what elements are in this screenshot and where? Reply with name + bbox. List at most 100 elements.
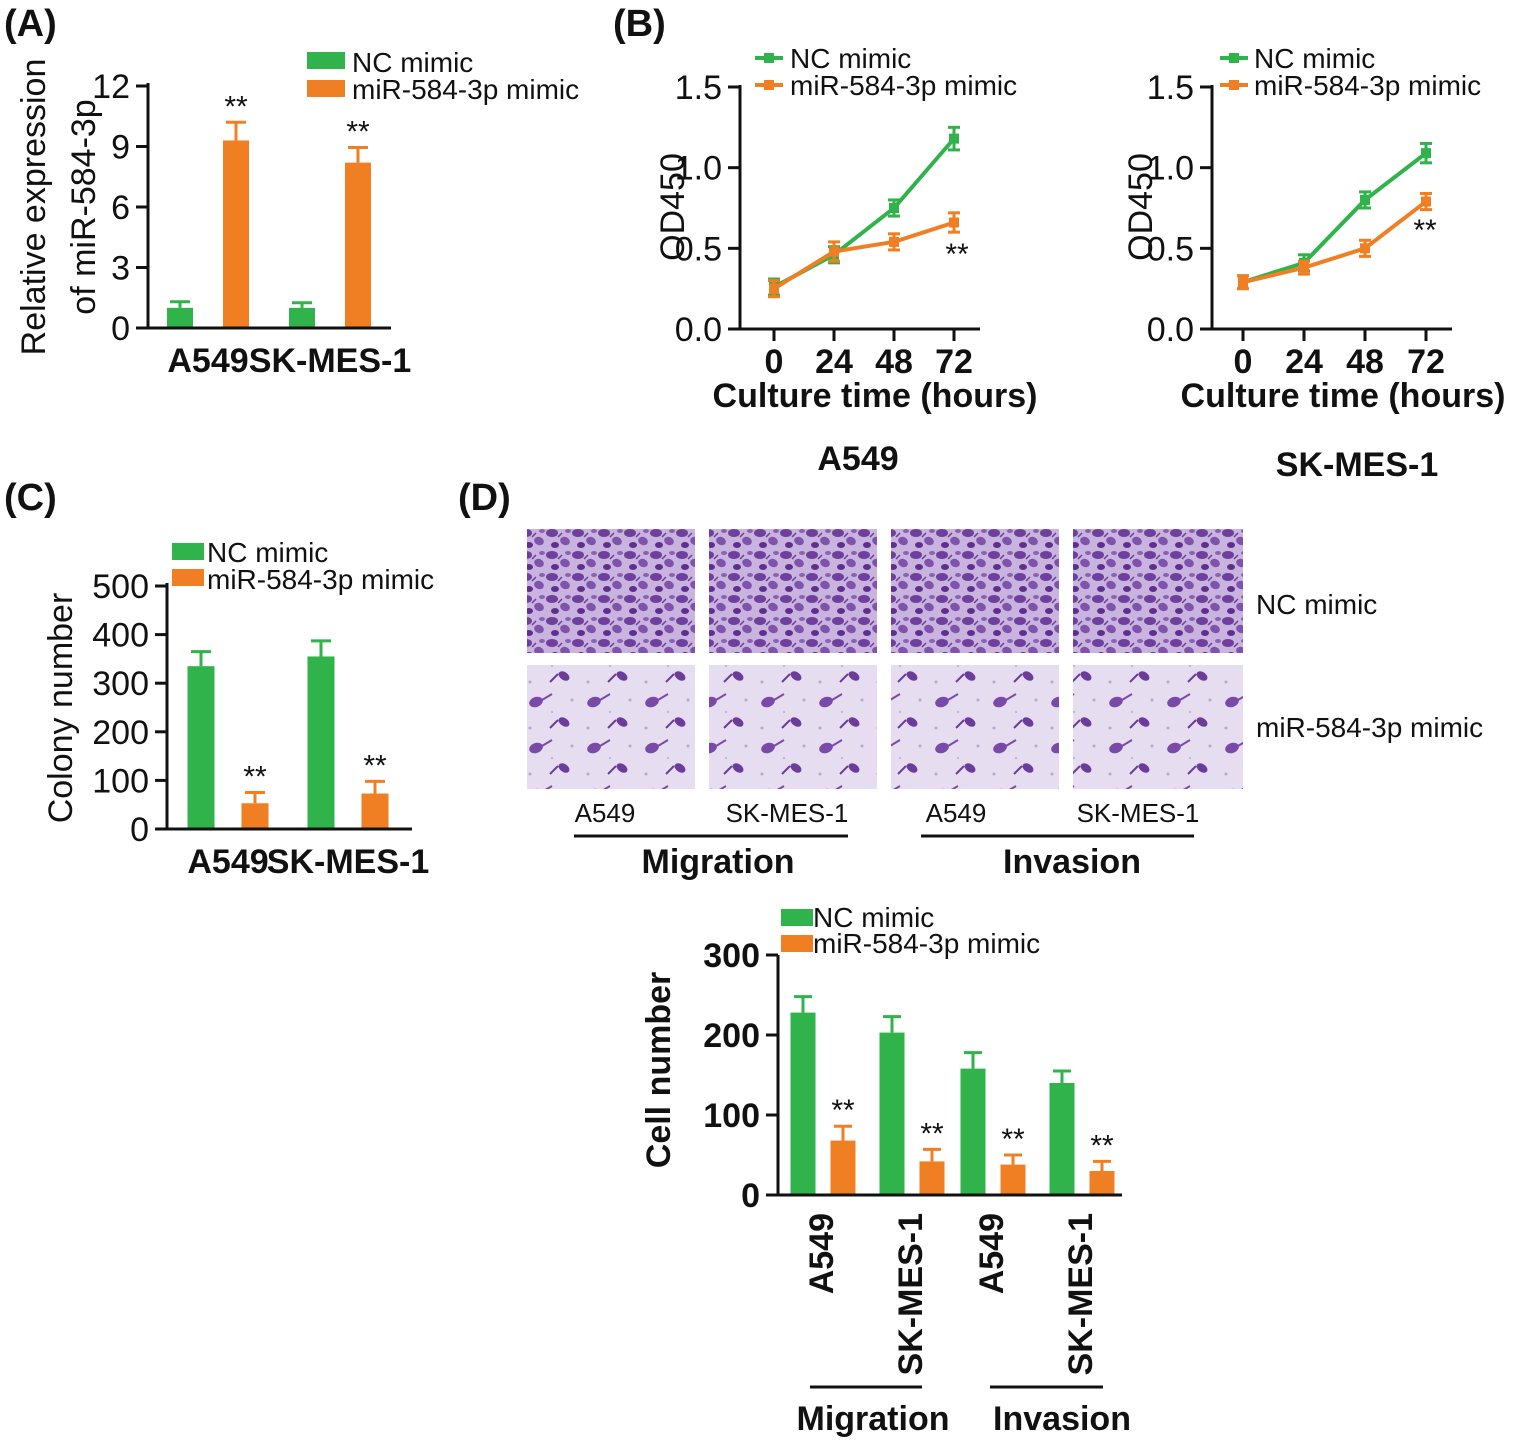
b1-title: A549: [817, 440, 898, 478]
bar-nc: [960, 1068, 986, 1195]
y-tick-label: 300: [703, 937, 760, 975]
micrograph-mir-migration-skmes1: [709, 665, 877, 789]
panel-d-xlabels: A549 SK-MES-1 A549 SK-MES-1: [803, 1213, 1100, 1375]
bar-mir: [1089, 1171, 1115, 1195]
panel-d-bars: ** ** ** **: [790, 995, 1115, 1195]
data-point-nc: [889, 203, 899, 213]
panel-d-yticks: 0 100 200 300: [703, 937, 778, 1215]
y-tick-label: 200: [92, 714, 149, 752]
panel-b-skmes1-plot: OD450 0.0 0.5 1.0 1.5 0 24 48 72 Culture time …: [1122, 43, 1505, 484]
y-tick-label: 400: [92, 617, 149, 655]
bar-mir: [345, 162, 371, 328]
panel-b: (B) OD450 0.0 0.5 1.0 1.5 0 24 48 72 Culture t…: [613, 3, 1505, 484]
panel-c-axes: [165, 583, 412, 831]
y-tick-label: 9: [111, 129, 130, 167]
bar-mir: [919, 1161, 945, 1195]
panel-a-ylabel-line2: of miR-584-3p: [65, 99, 103, 314]
b1-ylabel: OD450: [654, 153, 692, 261]
micrograph-group-invasion: Invasion: [1003, 843, 1141, 881]
y-tick-label: 0: [130, 811, 149, 849]
x-tick-label: SK-MES-1: [892, 1213, 930, 1375]
significance-label: **: [346, 116, 370, 149]
b1-yticks: 0.0 0.5 1.0 1.5: [675, 69, 740, 349]
b2-xlabel: Culture time (hours): [1181, 377, 1506, 415]
b1-legend-marker-mir: [764, 80, 774, 90]
b1-lines: [768, 125, 960, 299]
micrograph-grid: [527, 529, 1243, 789]
b2-legend-label-nc: NC mimic: [1254, 43, 1375, 74]
b2-legend-marker-mir: [1229, 80, 1239, 90]
panel-a-ylabel-line1: Relative expression: [15, 59, 53, 356]
bar-nc: [187, 666, 215, 829]
legend-label-nc: NC mimic: [352, 47, 473, 78]
b2-axes: [1210, 85, 1452, 331]
micrograph-col-label: SK-MES-1: [726, 798, 849, 828]
panel-a-xlabels: A549 SK-MES-1: [167, 342, 411, 380]
micrograph-col-label: A549: [575, 798, 636, 828]
b2-xticks: 0 24 48 72: [1234, 329, 1445, 381]
legend-label-nc: NC mimic: [813, 902, 934, 933]
panel-c-legend: NC mimic miR-584-3p mimic: [172, 537, 434, 595]
y-tick-label: 200: [703, 1017, 760, 1055]
micrograph-nc-invasion-a549: [891, 529, 1059, 653]
b2-ylabel: OD450: [1122, 153, 1160, 261]
legend-label-mir: miR-584-3p mimic: [207, 564, 434, 595]
b1-significance: **: [945, 238, 969, 271]
panel-c-ylabel: Colony number: [42, 593, 80, 824]
b1-axes: [738, 85, 980, 331]
b2-legend: NC mimic miR-584-3p mimic: [1220, 43, 1481, 101]
data-point-mir: [889, 236, 899, 247]
micrograph-row-label-nc: NC mimic: [1256, 589, 1377, 620]
panel-b-label: (B): [613, 3, 666, 45]
bar-mir: [223, 140, 249, 328]
bar-mir: [241, 803, 269, 829]
y-tick-label: 0: [741, 1177, 760, 1215]
series-line-mir: [1242, 199, 1428, 285]
micrograph-col-label: SK-MES-1: [1077, 798, 1200, 828]
b2-significance: **: [1413, 214, 1437, 247]
legend-swatch-nc: [781, 909, 813, 926]
panel-c: (C) Colony number 0 100 200 300 400 500 ** ** …: [4, 477, 434, 881]
panel-d-ylabel: Cell number: [640, 972, 678, 1168]
b1-xlabel: Culture time (hours): [713, 377, 1038, 415]
micrograph-group-migration: Migration: [642, 843, 795, 881]
x-tick-label: 0: [765, 343, 784, 381]
significance-label: **: [1090, 1129, 1114, 1162]
significance-label: **: [243, 761, 267, 794]
series-line-nc: [773, 137, 956, 289]
panel-c-yticks: 0 100 200 300 400 500: [92, 568, 167, 849]
bar-nc: [167, 307, 193, 328]
panel-d-legend: NC mimic miR-584-3p mimic: [781, 902, 1040, 959]
y-tick-label: 1.5: [675, 69, 722, 107]
x-tick-label: A549: [187, 843, 268, 881]
y-tick-label: 0.0: [675, 311, 722, 349]
legend-swatch-mir: [781, 935, 813, 952]
x-tick-label: 72: [935, 343, 973, 381]
micrograph-col-label: A549: [926, 798, 987, 828]
y-tick-label: 300: [92, 665, 149, 703]
x-tick-label: SK-MES-1: [1062, 1213, 1100, 1375]
y-tick-label: 6: [111, 189, 130, 227]
bar-nc: [1049, 1083, 1075, 1195]
x-tick-label: A549: [973, 1213, 1011, 1294]
data-point-mir: [829, 246, 839, 257]
significance-label: **: [224, 90, 248, 123]
panel-a: (A) Relative expression of miR-584-3p 0 3…: [4, 3, 579, 380]
micrograph-mir-invasion-skmes1: [1073, 665, 1243, 789]
y-tick-label: 0.0: [1147, 311, 1194, 349]
b2-lines: [1237, 141, 1432, 291]
bar-mir: [361, 793, 389, 829]
x-tick-label: 24: [1285, 343, 1323, 381]
panel-a-legend: NC mimic miR-584-3p mimic: [307, 47, 579, 105]
bar-nc: [307, 656, 335, 829]
significance-label: **: [1001, 1123, 1025, 1156]
b2-legend-marker-nc: [1229, 53, 1239, 63]
x-tick-label: A549: [803, 1213, 841, 1294]
micrograph-mir-invasion-a549: [891, 665, 1059, 789]
legend-label-mir: miR-584-3p mimic: [352, 74, 579, 105]
y-tick-label: 0: [111, 310, 130, 348]
legend-swatch-nc: [172, 543, 204, 560]
y-tick-label: 100: [92, 762, 149, 800]
